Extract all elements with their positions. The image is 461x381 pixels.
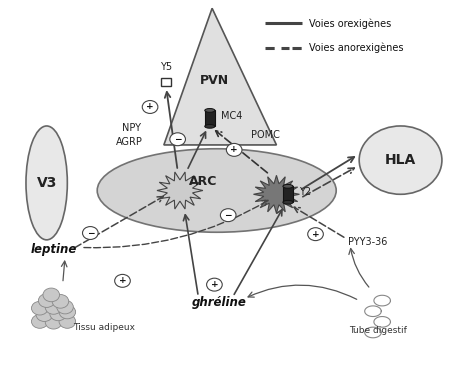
Bar: [205, 110, 215, 126]
Text: leptine: leptine: [30, 243, 77, 256]
Ellipse shape: [97, 149, 336, 232]
Text: NPY: NPY: [122, 123, 141, 133]
Circle shape: [359, 126, 442, 194]
Text: PYY3-36: PYY3-36: [348, 237, 387, 247]
Circle shape: [307, 228, 323, 241]
Text: Y5: Y5: [160, 62, 172, 72]
Ellipse shape: [283, 184, 293, 188]
Text: −: −: [174, 135, 181, 144]
Polygon shape: [164, 8, 277, 145]
Circle shape: [207, 278, 222, 291]
Circle shape: [52, 295, 69, 308]
Circle shape: [59, 305, 76, 319]
Text: +: +: [230, 146, 238, 154]
Circle shape: [170, 133, 185, 146]
Text: AGRP: AGRP: [116, 137, 143, 147]
Circle shape: [115, 274, 130, 287]
Circle shape: [142, 101, 158, 114]
Text: +: +: [312, 230, 319, 239]
Text: Y2: Y2: [300, 187, 312, 197]
Text: ghréline: ghréline: [192, 296, 247, 309]
Text: ARC: ARC: [189, 174, 217, 187]
Circle shape: [45, 301, 62, 314]
Circle shape: [38, 294, 55, 307]
Text: Voies orexigènes: Voies orexigènes: [308, 18, 391, 29]
Text: MC4: MC4: [221, 112, 242, 122]
Circle shape: [226, 143, 242, 156]
Circle shape: [43, 288, 59, 302]
Bar: [283, 186, 293, 202]
Circle shape: [31, 301, 48, 315]
Bar: [161, 78, 171, 86]
Text: +: +: [211, 280, 218, 289]
Circle shape: [31, 315, 48, 328]
Circle shape: [50, 307, 66, 321]
Ellipse shape: [283, 200, 293, 204]
Polygon shape: [254, 175, 300, 213]
Text: PVN: PVN: [200, 74, 229, 87]
Text: +: +: [118, 276, 126, 285]
Ellipse shape: [205, 109, 215, 112]
Polygon shape: [157, 172, 203, 209]
Text: −: −: [225, 211, 232, 220]
Ellipse shape: [205, 125, 215, 128]
Circle shape: [83, 227, 98, 240]
Text: −: −: [87, 229, 94, 237]
Circle shape: [45, 315, 62, 329]
Circle shape: [59, 315, 76, 328]
Text: Tissu adipeux: Tissu adipeux: [73, 323, 135, 331]
Text: Voies anorexigènes: Voies anorexigènes: [308, 43, 403, 53]
Text: +: +: [146, 102, 154, 112]
Text: POMC: POMC: [251, 130, 280, 141]
Text: HLA: HLA: [385, 153, 416, 167]
Circle shape: [36, 308, 53, 322]
Text: V3: V3: [36, 176, 57, 190]
Text: Tube digestif: Tube digestif: [349, 327, 407, 335]
Circle shape: [220, 209, 236, 222]
Circle shape: [57, 300, 73, 314]
Ellipse shape: [26, 126, 67, 240]
